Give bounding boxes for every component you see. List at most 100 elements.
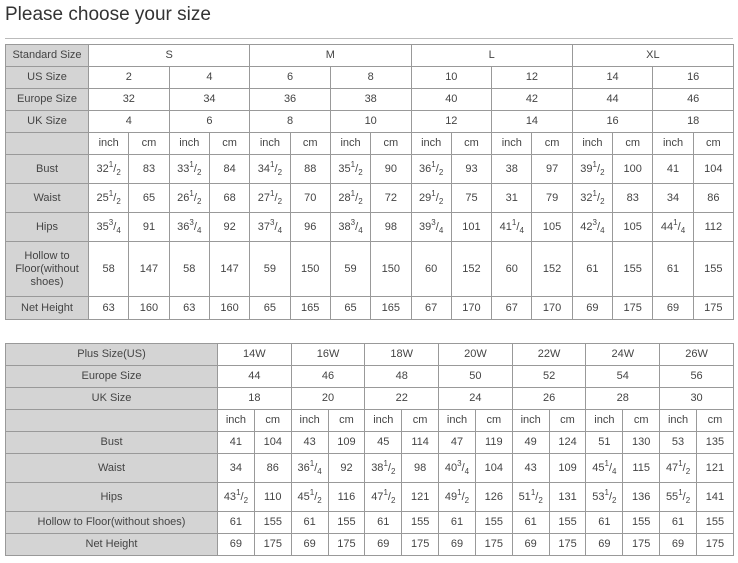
size-cell: 28 <box>585 387 661 410</box>
size-cell: 32 <box>88 88 170 111</box>
measurement-row: Hips 353/4 91 363/4 92 373/4 96 383/4 98 393/4 101… <box>5 212 735 242</box>
measurement-cell: 130 <box>622 431 661 454</box>
measurement-cell: 361/2 <box>410 154 452 184</box>
row-label: Standard Size <box>5 44 89 67</box>
size-cell: 22W <box>511 343 587 366</box>
size-cell: L <box>410 44 573 67</box>
size-cell: 22 <box>364 387 440 410</box>
measurement-cell: 165 <box>370 296 412 320</box>
size-cell: 52 <box>511 365 587 388</box>
row-label: Bust <box>5 154 89 184</box>
size-cell: 46 <box>652 88 734 111</box>
measurement-cell: 68 <box>208 183 251 213</box>
unit-cell: inch <box>585 409 624 432</box>
unit-cell: cm <box>128 132 170 155</box>
measurement-cell: 61 <box>511 511 550 534</box>
measurement-cell: 423/4 <box>571 212 614 242</box>
measurement-cell: 393/4 <box>410 212 452 242</box>
unit-cell: cm <box>622 409 661 432</box>
measurement-cell: 61 <box>217 511 255 534</box>
measurement-cell: 170 <box>531 296 573 320</box>
measurement-cell: 58 <box>87 241 130 297</box>
unit-cell: inch <box>249 132 291 155</box>
measurement-cell: 104 <box>692 154 735 184</box>
unit-cell: inch <box>290 409 329 432</box>
measurement-cell: 175 <box>612 296 654 320</box>
row-label: Hollow to Floor(without shoes) <box>5 511 218 534</box>
unit-cell: cm <box>692 132 735 155</box>
size-cell: 8 <box>329 66 412 89</box>
measurement-cell: 155 <box>474 511 513 534</box>
measurement-cell: 109 <box>548 453 587 483</box>
measurement-cell: 41 <box>217 431 255 454</box>
measurement-cell: 281/2 <box>329 183 372 213</box>
measurement-cell: 92 <box>208 212 251 242</box>
unit-cell: inch <box>652 132 694 155</box>
measurement-cell: 105 <box>531 212 573 242</box>
unit-cell: inch <box>659 409 697 432</box>
measurement-cell: 104 <box>474 453 513 483</box>
measurement-cell: 61 <box>585 511 624 534</box>
measurement-row: Waist 34 86 361/4 92 381/2 98 403/4 104 43 109 451/… <box>5 453 735 483</box>
size-cell: 36 <box>249 88 331 111</box>
measurement-cell: 175 <box>327 533 366 556</box>
measurement-cell: 165 <box>289 296 331 320</box>
measurement-cell: 152 <box>450 241 493 297</box>
unit-row: inch cm inch cm inch cm inch cm inch cm inch cm inch… <box>5 409 735 432</box>
measurement-row: Net Height 63 160 63 160 65 165 65 165 67 170 67 170… <box>5 296 735 320</box>
measurement-cell: 115 <box>622 453 661 483</box>
measurement-row: Bust 41 104 43 109 45 114 47 119 49 124 51 130 53 135 <box>5 431 735 454</box>
measurement-cell: 471/2 <box>364 482 403 512</box>
unit-cell: cm <box>531 132 573 155</box>
size-cell: 10 <box>410 66 493 89</box>
measurement-cell: 61 <box>659 511 697 534</box>
header-row: Plus Size(US) 14W 16W 18W 20W 22W 24W 26W <box>5 343 734 366</box>
measurement-cell: 116 <box>327 482 366 512</box>
row-label: Europe Size <box>5 365 218 388</box>
measurement-cell: 93 <box>450 154 493 184</box>
measurement-cell: 403/4 <box>438 453 476 483</box>
measurement-cell: 491/2 <box>438 482 476 512</box>
standard-size-table: Standard Size S M L XL US Size 2 4 6 8 10 12 14 16 Eur… <box>5 44 735 320</box>
measurement-cell: 471/2 <box>659 453 697 483</box>
measurement-cell: 43 <box>290 431 329 454</box>
measurement-cell: 98 <box>370 212 412 242</box>
row-label: Europe Size <box>5 88 89 111</box>
size-cell: 38 <box>329 88 412 111</box>
measurement-cell: 61 <box>438 511 476 534</box>
size-cell: 16 <box>652 66 734 89</box>
header-row: Europe Size 44 46 48 50 52 54 56 <box>5 365 734 388</box>
measurement-cell: 43 <box>511 453 550 483</box>
measurement-cell: 69 <box>217 533 255 556</box>
row-label: Waist <box>5 453 218 483</box>
measurement-cell: 511/2 <box>511 482 550 512</box>
size-cell: 12 <box>491 66 573 89</box>
measurement-cell: 121 <box>401 482 440 512</box>
unit-row: inch cm inch cm inch cm inch cm inch cm inch cm inch… <box>5 132 735 155</box>
unit-cell: inch <box>491 132 533 155</box>
unit-cell: cm <box>327 409 366 432</box>
measurement-cell: 51 <box>585 431 624 454</box>
row-label: Net Height <box>5 533 218 556</box>
unit-cell: inch <box>438 409 476 432</box>
measurement-row: Bust 321/2 83 331/2 84 341/2 88 351/2 90 361/2 93 3… <box>5 154 735 184</box>
size-cell: M <box>249 44 412 67</box>
row-label: Hips <box>5 482 218 512</box>
measurement-cell: 109 <box>327 431 366 454</box>
measurement-cell: 70 <box>289 183 331 213</box>
measurement-cell: 135 <box>695 431 735 454</box>
measurement-cell: 58 <box>168 241 210 297</box>
measurement-cell: 175 <box>695 533 735 556</box>
unit-cell: cm <box>370 132 412 155</box>
measurement-cell: 110 <box>253 482 292 512</box>
measurement-cell: 41 <box>652 154 694 184</box>
measurement-cell: 75 <box>450 183 493 213</box>
size-cell: 6 <box>249 66 331 89</box>
unit-cell: cm <box>253 409 292 432</box>
measurement-cell: 261/2 <box>168 183 210 213</box>
measurement-cell: 67 <box>410 296 452 320</box>
measurement-cell: 150 <box>289 241 331 297</box>
unit-row-label <box>5 409 218 432</box>
size-cell: 26W <box>659 343 734 366</box>
measurement-cell: 155 <box>401 511 440 534</box>
